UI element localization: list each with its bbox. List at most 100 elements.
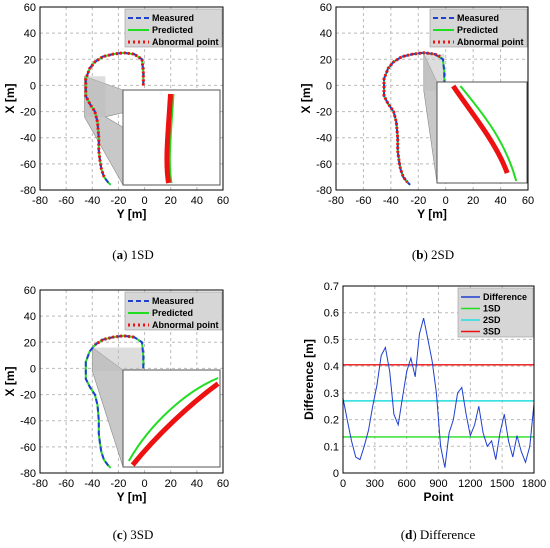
inset-predicted-line <box>459 85 518 182</box>
caption-text: ) 1SD <box>123 247 154 262</box>
y-tick-label: -60 <box>20 159 36 171</box>
legend-label: Predicted <box>152 308 193 318</box>
y-axis-label: X [m] <box>3 366 17 396</box>
legend-label: Measured <box>152 296 194 306</box>
y-tick-label: 0.1 <box>324 441 339 453</box>
plot-frame <box>39 6 224 191</box>
inset-predicted-line <box>127 377 219 462</box>
caption-paren: ( <box>112 247 116 262</box>
chart-panel-d: 0 300 600 900 1200 1500 1800 0.7 0.6 0.5 0.4 0.3 0.2… <box>302 281 546 542</box>
legend-label: Predicted <box>457 25 498 35</box>
x-tick-label: -40 <box>383 195 399 207</box>
x-tick-label: 40 <box>191 478 203 490</box>
plot-frame <box>342 285 535 474</box>
zoom-inset-box <box>436 81 528 184</box>
panel-caption: (a) 1SD <box>112 247 154 262</box>
x-tick-label: 60 <box>217 195 229 207</box>
x-tick-label: 60 <box>522 195 534 207</box>
y-tick-label: 0.2 <box>324 415 339 427</box>
y-tick-label: -40 <box>20 133 36 145</box>
zoom-source-box <box>92 347 142 372</box>
y-axis-label: X [m] <box>3 83 17 113</box>
y-tick-label: 60 <box>24 285 36 297</box>
y-tick-label: 0 <box>326 80 332 92</box>
y-tick-label: -20 <box>20 390 36 402</box>
x-tick-label: 0 <box>443 195 449 207</box>
y-tick-label: 0.6 <box>324 308 339 320</box>
y-tick-label: -40 <box>20 416 36 428</box>
x-tick-label: 0 <box>142 478 148 490</box>
inset-abnormal-line <box>451 84 510 174</box>
plot-frame <box>39 289 224 474</box>
x-tick-label: 60 <box>217 478 229 490</box>
series-measured-line <box>84 334 145 469</box>
series-abnormal-line <box>84 51 145 178</box>
x-tick-label: -20 <box>110 195 126 207</box>
x-tick-label: 40 <box>191 195 203 207</box>
zoom-source-box <box>84 76 106 117</box>
x-tick-label: 600 <box>397 478 415 490</box>
legend-label: Abnormal point <box>152 320 219 330</box>
y-tick-label: 20 <box>320 54 332 66</box>
legend-label: 1SD <box>483 304 501 314</box>
x-tick-label: 300 <box>366 478 384 490</box>
caption-paren: ( <box>401 527 405 542</box>
y-tick-label: 40 <box>24 28 36 40</box>
x-tick-label: -60 <box>58 478 74 490</box>
legend-box <box>124 291 223 331</box>
x-tick-label: 40 <box>494 195 506 207</box>
y-axis-label: Difference [m] <box>302 339 316 420</box>
legend-label: 3SD <box>483 327 501 337</box>
legend-label: Predicted <box>152 25 193 35</box>
x-tick-label: 20 <box>467 195 479 207</box>
inset-predicted-line <box>168 93 175 184</box>
caption-text: ) 2SD <box>423 247 454 262</box>
panel-caption: (d) Difference <box>401 527 476 542</box>
y-tick-label: 0 <box>30 363 36 375</box>
legend-label: Abnormal point <box>457 37 524 47</box>
legend-label: Measured <box>152 13 194 23</box>
legend-box <box>124 8 223 48</box>
caption-letter: c <box>117 527 123 542</box>
y-tick-label: -60 <box>316 159 332 171</box>
y-tick-label: -20 <box>316 107 332 119</box>
inset-abnormal-line <box>130 381 220 467</box>
panel-caption: (c) 3SD <box>113 527 154 542</box>
x-tick-label: 1800 <box>522 478 546 490</box>
x-axis-label: Point <box>424 490 454 504</box>
zoom-inset-box <box>122 369 221 468</box>
x-tick-label: 1500 <box>490 478 514 490</box>
series-difference-line <box>342 317 535 468</box>
y-tick-label: -80 <box>20 185 36 197</box>
legend-label: Abnormal point <box>152 37 219 47</box>
x-tick-label: 20 <box>165 478 177 490</box>
y-tick-label: 0.4 <box>324 361 339 373</box>
y-tick-label: -80 <box>20 468 36 480</box>
x-tick-label: -20 <box>110 478 126 490</box>
y-tick-label: 60 <box>320 2 332 14</box>
caption-letter: d <box>405 527 413 542</box>
y-axis-label: X [m] <box>299 83 313 113</box>
legend-box <box>429 8 528 48</box>
y-tick-label: 20 <box>24 54 36 66</box>
x-axis-label: Y [m] <box>417 207 447 221</box>
panel-caption: (b) 2SD <box>412 247 454 262</box>
y-tick-label: 0 <box>333 468 339 480</box>
chart-panel-b: -80 -60 -40 -20 0 20 40 60 60 40 20 0 -20 -40 -60 -80 Y … <box>299 2 534 262</box>
y-tick-label: 40 <box>24 311 36 323</box>
legend-label: Measured <box>457 13 499 23</box>
x-axis-label: Y [m] <box>117 207 147 221</box>
x-tick-label: 0 <box>340 478 346 490</box>
y-tick-label: 0.3 <box>324 388 339 400</box>
y-tick-label: 0.5 <box>324 334 339 346</box>
x-tick-label: 900 <box>429 478 447 490</box>
x-tick-label: -40 <box>84 195 100 207</box>
caption-text: ) Difference <box>412 527 475 542</box>
y-tick-label: -40 <box>316 133 332 145</box>
y-tick-label: 0 <box>30 80 36 92</box>
caption-letter: b <box>416 247 423 262</box>
caption-letter: a <box>117 247 124 262</box>
y-tick-label: -20 <box>20 107 36 119</box>
x-tick-label: -80 <box>32 195 48 207</box>
